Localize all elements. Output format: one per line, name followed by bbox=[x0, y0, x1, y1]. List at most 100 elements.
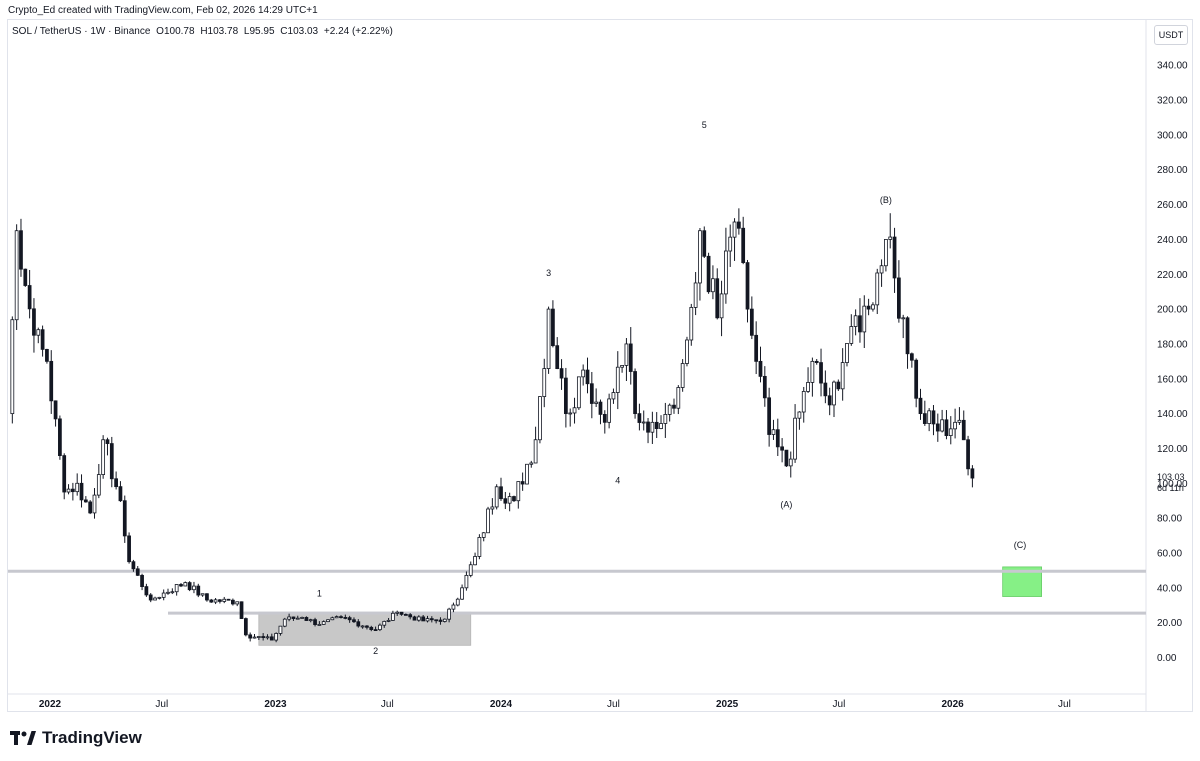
candle-up bbox=[308, 619, 313, 622]
time-tick-label: Jul bbox=[833, 699, 846, 710]
candle-down bbox=[706, 255, 711, 293]
candle-down bbox=[918, 397, 923, 415]
candle-up bbox=[10, 319, 15, 415]
price-tick-label: 200.00 bbox=[1157, 305, 1188, 316]
candle-down bbox=[408, 614, 413, 618]
candle-up bbox=[927, 410, 932, 424]
legend-symbol[interactable]: SOL / TetherUS · 1W · Binance bbox=[12, 26, 151, 37]
currency-button[interactable]: USDT bbox=[1154, 25, 1188, 45]
wave-label[interactable]: 4 bbox=[615, 475, 620, 485]
candle-up bbox=[801, 391, 806, 413]
time-tick-label: 2026 bbox=[942, 699, 965, 710]
candle-down bbox=[45, 348, 49, 362]
candle-down bbox=[602, 413, 607, 423]
candle-down bbox=[754, 334, 759, 362]
candle-down bbox=[914, 359, 919, 399]
candle-down bbox=[589, 383, 594, 404]
candle-up bbox=[477, 537, 482, 557]
candle-up bbox=[101, 439, 106, 475]
candle-down bbox=[231, 599, 235, 605]
wave-label[interactable]: (C) bbox=[1014, 540, 1027, 550]
candle-up bbox=[581, 369, 586, 378]
wave-label[interactable]: 3 bbox=[546, 268, 551, 278]
candle-down bbox=[784, 449, 789, 467]
wave-label[interactable]: 2 bbox=[373, 646, 378, 656]
wave-label[interactable]: (A) bbox=[780, 500, 792, 510]
wave-label[interactable]: 1 bbox=[317, 589, 322, 599]
candle-up bbox=[287, 616, 291, 620]
candle-up bbox=[317, 624, 322, 626]
candle-down bbox=[672, 404, 676, 409]
candle-up bbox=[529, 462, 534, 465]
candle-down bbox=[49, 360, 54, 402]
legend-open: O100.78 bbox=[156, 26, 195, 37]
candle-down bbox=[205, 593, 209, 601]
candle-down bbox=[555, 345, 560, 370]
candle-down bbox=[218, 599, 222, 602]
candle-up bbox=[326, 619, 330, 623]
wave-label[interactable]: 5 bbox=[702, 120, 707, 130]
candle-up bbox=[213, 599, 218, 603]
price-tick-label: 320.00 bbox=[1157, 96, 1188, 107]
candle-down bbox=[503, 498, 508, 504]
candle-down bbox=[269, 636, 274, 641]
candle-up bbox=[888, 236, 893, 240]
candle-up bbox=[486, 508, 490, 534]
candle-down bbox=[922, 413, 927, 424]
candle-up bbox=[957, 419, 962, 423]
candle-down bbox=[819, 362, 823, 384]
candle-up bbox=[611, 392, 616, 400]
legend-low: L95.95 bbox=[243, 26, 275, 37]
candle-down bbox=[148, 594, 153, 601]
candle-down bbox=[261, 636, 266, 638]
candle-up bbox=[875, 272, 880, 306]
candle-up bbox=[170, 591, 175, 594]
candle-down bbox=[827, 395, 832, 406]
candle-down bbox=[239, 601, 244, 619]
candle-up bbox=[884, 239, 888, 267]
candle-up bbox=[810, 360, 815, 383]
candle-up bbox=[75, 482, 80, 493]
candle-up bbox=[235, 601, 240, 605]
price-tick-label: 240.00 bbox=[1157, 235, 1188, 246]
candle-down bbox=[438, 619, 443, 622]
candle-down bbox=[19, 230, 23, 270]
ohlc-legend: SOL / TetherUS · 1W · Binance O100.78 H1… bbox=[12, 26, 396, 37]
tradingview-logo[interactable]: TradingView bbox=[10, 728, 142, 748]
candle-down bbox=[131, 561, 136, 570]
candle-down bbox=[122, 500, 127, 537]
candle-up bbox=[278, 625, 283, 634]
candle-down bbox=[564, 377, 568, 415]
candle-down bbox=[736, 221, 741, 229]
candle-down bbox=[343, 617, 348, 619]
candle-down bbox=[27, 285, 32, 310]
candle-down bbox=[243, 618, 248, 636]
candle-up bbox=[693, 282, 698, 308]
candle-up bbox=[153, 597, 157, 601]
candle-down bbox=[79, 482, 84, 501]
candle-down bbox=[356, 621, 361, 627]
candle-up bbox=[382, 621, 387, 626]
candle-up bbox=[490, 506, 495, 510]
candle-down bbox=[421, 616, 426, 622]
candle-down bbox=[944, 419, 949, 436]
candle-down bbox=[931, 410, 936, 425]
candle-down bbox=[654, 421, 659, 429]
candle-down bbox=[196, 585, 201, 596]
candle-down bbox=[775, 429, 780, 448]
candle-up bbox=[455, 598, 460, 606]
time-tick-label: 2023 bbox=[264, 699, 287, 710]
time-tick-label: Jul bbox=[1058, 699, 1071, 710]
candle-down bbox=[226, 598, 231, 601]
candle-down bbox=[304, 617, 309, 621]
candle-up bbox=[797, 411, 802, 419]
candle-up bbox=[840, 362, 845, 390]
candle-down bbox=[780, 446, 784, 451]
candle-down bbox=[646, 421, 650, 433]
wave-label[interactable]: (B) bbox=[880, 195, 892, 205]
candle-up bbox=[481, 532, 486, 538]
chart-attribution: Crypto_Ed created with TradingView.com, … bbox=[8, 5, 318, 16]
candle-up bbox=[953, 421, 957, 430]
candle-down bbox=[434, 619, 439, 622]
